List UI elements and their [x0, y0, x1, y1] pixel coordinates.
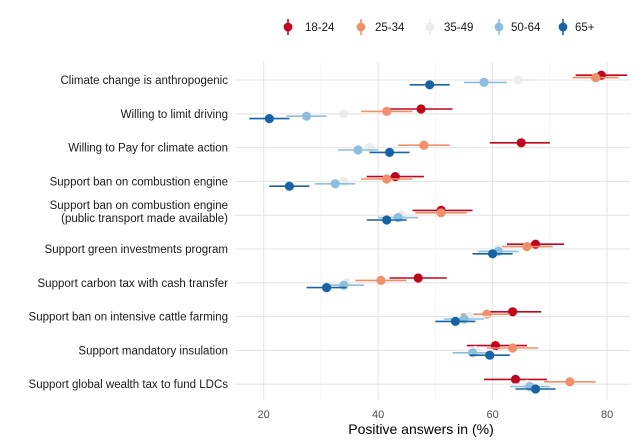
- data-point: [390, 172, 400, 182]
- category-label-line: (public transport made available): [61, 213, 228, 225]
- data-point: [508, 343, 518, 353]
- data-point: [436, 208, 446, 218]
- data-point: [321, 283, 332, 293]
- legend-key-point: [558, 22, 568, 32]
- data-point: [264, 114, 274, 124]
- data-point: [284, 181, 294, 191]
- grid: [235, 62, 630, 400]
- data-point: [339, 109, 349, 119]
- data-point: [416, 104, 426, 114]
- data-marks: [249, 70, 628, 394]
- legend-label: 25-34: [375, 22, 405, 34]
- legend-key-point: [356, 22, 366, 32]
- x-tick-label: 60: [486, 409, 498, 421]
- data-point: [508, 307, 518, 317]
- data-point: [488, 249, 498, 259]
- data-point: [479, 77, 489, 87]
- data-point: [459, 314, 469, 324]
- x-axis-ticks: 20 40 60 80: [257, 409, 613, 421]
- category-label: Support ban on combustion engine (public …: [50, 200, 229, 225]
- legend-label: 65+: [575, 22, 595, 34]
- data-point: [513, 75, 523, 85]
- category-labels: Climate change is anthropogenic Willing t…: [29, 75, 229, 391]
- data-point: [565, 377, 575, 387]
- legend-key-point: [283, 22, 293, 32]
- data-point: [353, 145, 363, 155]
- data-point: [450, 316, 460, 326]
- data-point: [591, 73, 601, 83]
- data-point: [530, 239, 541, 249]
- category-label: Willing to limit driving: [121, 109, 228, 121]
- data-point: [376, 275, 386, 285]
- category-label: Support ban on combustion engine: [50, 176, 228, 188]
- data-point: [485, 350, 495, 360]
- legend-key-point: [425, 22, 435, 32]
- data-point: [482, 309, 492, 319]
- data-point: [364, 143, 375, 153]
- category-label: Willing to Pay for climate action: [68, 143, 228, 155]
- data-point: [384, 147, 395, 157]
- data-point: [301, 111, 312, 121]
- data-point: [467, 348, 478, 358]
- data-point: [510, 374, 521, 384]
- data-point: [413, 273, 423, 283]
- legend: 18-24 25-34 35-49 50-64 65+: [283, 19, 595, 35]
- category-label-line: Support ban on combustion engine: [50, 200, 228, 212]
- category-label: Support carbon tax with cash transfer: [38, 278, 229, 290]
- category-label: Support ban on intensive cattle farming: [29, 312, 228, 324]
- x-axis-title: Positive answers in (%): [348, 421, 494, 437]
- legend-label: 50-64: [511, 22, 541, 34]
- x-tick-label: 40: [372, 409, 384, 421]
- data-point: [419, 140, 429, 150]
- data-point: [393, 213, 403, 223]
- data-point: [382, 106, 392, 116]
- x-tick-label: 20: [257, 409, 269, 421]
- data-point: [490, 341, 501, 351]
- data-point: [382, 215, 392, 225]
- data-point: [339, 280, 349, 290]
- data-point: [516, 138, 526, 148]
- legend-label: 35-49: [444, 22, 473, 34]
- legend-key-point: [494, 22, 504, 32]
- category-label: Climate change is anthropogenic: [61, 75, 229, 87]
- data-point: [530, 384, 541, 394]
- x-tick-label: 80: [601, 409, 613, 421]
- data-point: [330, 179, 340, 189]
- data-point: [425, 80, 435, 90]
- category-label: Support green investments program: [45, 244, 228, 256]
- category-label: Support mandatory insulation: [78, 345, 228, 357]
- data-point: [339, 176, 349, 186]
- category-label: Support global wealth tax to fund LDCs: [29, 379, 229, 391]
- data-point: [522, 242, 532, 252]
- legend-label: 18-24: [305, 22, 335, 34]
- data-point: [382, 174, 392, 184]
